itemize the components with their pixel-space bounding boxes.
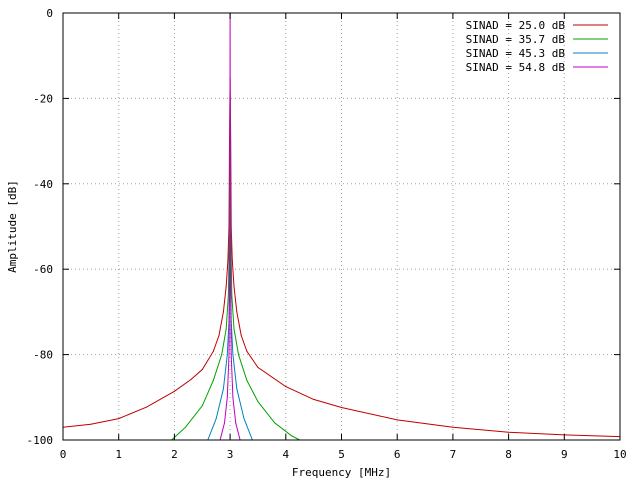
x-tick-label: 10: [613, 448, 626, 461]
legend-label: SINAD = 25.0 dB: [466, 19, 566, 32]
series-3-point: [232, 354, 234, 356]
x-tick-label: 9: [561, 448, 568, 461]
legend-label: SINAD = 45.3 dB: [466, 47, 566, 60]
series-1-point: [396, 419, 398, 421]
y-tick-label: -60: [33, 263, 53, 276]
series-4-point: [235, 422, 237, 424]
series-3-point: [226, 354, 228, 356]
series-line-1: [62, 77, 621, 438]
y-tick-label: -20: [33, 92, 53, 105]
x-tick-label: 7: [450, 448, 457, 461]
series-3-point: [215, 418, 217, 420]
series-2-point: [231, 294, 233, 296]
legend-label: SINAD = 54.8 dB: [466, 61, 566, 74]
series-1-point: [190, 378, 192, 380]
series-1-point: [257, 366, 259, 368]
series-3-point: [243, 418, 245, 420]
x-tick-label: 3: [227, 448, 234, 461]
x-tick-label: 4: [282, 448, 289, 461]
series-2-point: [221, 354, 223, 356]
series-4-point: [228, 354, 230, 356]
series-1-point: [222, 311, 224, 313]
series-4-point: [226, 396, 228, 398]
series-1-point: [90, 423, 92, 425]
series-1-point: [285, 386, 287, 388]
series-2-point: [201, 405, 203, 407]
series-1-point: [173, 390, 175, 392]
series-2-point: [257, 401, 259, 403]
y-tick-label: -80: [33, 349, 53, 362]
series-2-point: [246, 379, 248, 381]
series-2-point: [233, 328, 235, 330]
y-axis-label: Amplitude [dB]: [6, 180, 19, 273]
series-2-point: [238, 354, 239, 356]
x-tick-label: 8: [505, 448, 512, 461]
series-2-point: [227, 294, 229, 296]
series-1-point: [452, 426, 454, 428]
series-2-point: [274, 422, 276, 424]
series-1-point: [313, 398, 315, 400]
y-tick-label: -100: [27, 434, 54, 447]
x-tick-label: 5: [338, 448, 345, 461]
series-1-point: [218, 334, 220, 336]
x-tick-label: 2: [171, 448, 178, 461]
x-axis-label: Frequency [MHz]: [292, 466, 391, 479]
tick-layer: 0 1 2 3 4 5 6 7 8 9 10 0 -20 -40 -60 -80 -100: [27, 7, 627, 461]
legend-label: SINAD = 35.7 dB: [466, 33, 566, 46]
series-1-point: [225, 285, 227, 287]
x-tick-label: 6: [394, 448, 401, 461]
series-1-point: [227, 260, 229, 262]
series-1-point: [233, 285, 235, 287]
grid-layer: [63, 13, 620, 440]
series-2-point: [185, 426, 186, 428]
series-1-point: [201, 369, 203, 370]
series-2-point: [290, 435, 292, 437]
x-tick-label: 0: [60, 448, 67, 461]
series-1-point: [236, 311, 238, 313]
series-4-point: [229, 268, 231, 270]
series-1-point: [212, 350, 214, 352]
series-1-point: [246, 350, 248, 352]
series-1-point: [341, 407, 342, 408]
series-1-point: [118, 418, 120, 420]
series-3-point: [236, 388, 238, 390]
series-4-point: [230, 354, 232, 356]
series-3-point: [222, 388, 224, 390]
series-1-point: [508, 431, 510, 433]
series-1-point: [231, 260, 233, 262]
series-layer: [62, 12, 621, 441]
series-2-point: [225, 328, 227, 330]
series-1-point: [146, 406, 148, 408]
y-tick-label: 0: [46, 7, 53, 20]
x-tick-label: 1: [115, 448, 122, 461]
series-4-point: [224, 422, 225, 424]
y-tick-label: -40: [33, 178, 53, 191]
series-4-point: [232, 396, 234, 398]
series-line-4: [219, 12, 241, 441]
series-2-point: [212, 379, 214, 381]
series-1-point: [240, 334, 242, 336]
